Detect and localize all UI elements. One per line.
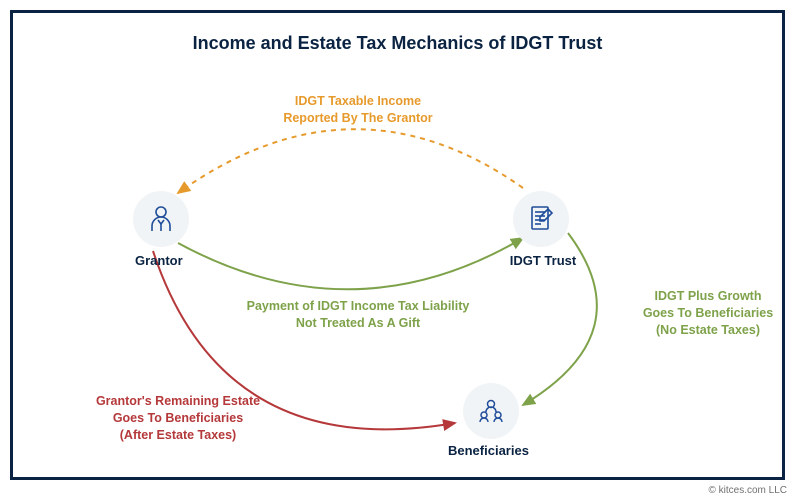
document-pen-icon [525,203,557,235]
edge-label-orange: IDGT Taxable Income Reported By The Gran… [243,93,473,127]
edge-orange-top [178,129,523,193]
person-icon [145,203,177,235]
text-line: (No Estate Taxes) [656,323,760,337]
text-line: Payment of IDGT Income Tax Liability [247,299,470,313]
grantor-label: Grantor [135,253,183,268]
edge-label-green-mid: Payment of IDGT Income Tax Liability Not… [208,298,508,332]
copyright-text: © kitces.com LLC [708,485,787,496]
trust-node [513,191,569,247]
edge-label-green-right: IDGT Plus Growth Goes To Beneficiaries (… [628,288,788,339]
trust-label: IDGT Trust [473,253,613,268]
people-group-icon [475,395,507,427]
text-line: Grantor's Remaining Estate [96,394,260,408]
text-line: (After Estate Taxes) [120,428,236,442]
beneficiaries-node [463,383,519,439]
text-line: IDGT Plus Growth [655,289,762,303]
diagram-frame: Income and Estate Tax Mechanics of IDGT … [10,10,785,480]
grantor-node [133,191,189,247]
diagram-title: Income and Estate Tax Mechanics of IDGT … [13,33,782,54]
text-line: Not Treated As A Gift [296,316,420,330]
beneficiaries-label: Beneficiaries [448,443,529,458]
text-line: Goes To Beneficiaries [643,306,773,320]
text-line: Reported By The Grantor [283,111,432,125]
edge-green-mid [178,238,523,289]
text-line: IDGT Taxable Income [295,94,421,108]
text-line: Goes To Beneficiaries [113,411,243,425]
edge-label-red: Grantor's Remaining Estate Goes To Benef… [68,393,288,444]
